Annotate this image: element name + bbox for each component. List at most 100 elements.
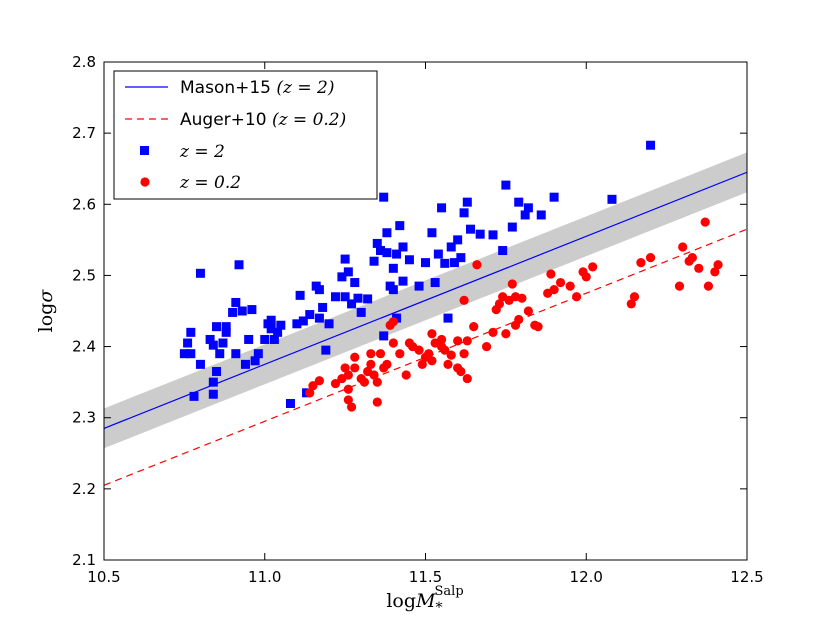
z02-point-73: [629, 292, 640, 302]
z2-point-58: [379, 192, 389, 202]
y-axis-label-symbol: σ: [35, 289, 57, 303]
y-tick-label-0: 2.1: [72, 551, 96, 569]
z2-point-89: [514, 197, 524, 207]
z2-point-87: [501, 180, 511, 190]
z02-point-67: [565, 281, 575, 291]
legend-z02-marker: [140, 177, 150, 187]
z2-point-52: [353, 293, 363, 303]
x-axis-label-symbol: M: [415, 590, 436, 612]
z2-point-64: [392, 249, 402, 259]
z02-point-79: [687, 253, 697, 263]
z02-point-76: [674, 281, 685, 291]
z02-point-66: [555, 277, 566, 288]
legend-mason15-label: Mason+15 (z = 2): [180, 78, 335, 98]
z2-point-0: [179, 349, 189, 359]
y-tick-label-4: 2.5: [72, 266, 96, 284]
x-axis-label: logM*Salp: [386, 584, 463, 616]
z2-point-25: [250, 356, 260, 366]
z2-point-37: [298, 316, 308, 326]
z02-point-71: [588, 262, 598, 272]
x-axis-label-sup: Salp: [435, 584, 464, 599]
z02-point-74: [636, 258, 646, 268]
z02-point-46: [469, 322, 479, 332]
z02-point-2: [314, 376, 325, 386]
z2-point-55: [369, 256, 379, 266]
z2-point-20: [234, 260, 244, 270]
z02-point-40: [453, 336, 463, 346]
z02-point-34: [427, 329, 437, 339]
z2-point-13: [215, 349, 225, 359]
z2-point-27: [260, 334, 270, 344]
z2-point-4: [189, 391, 199, 401]
z2-point-38: [305, 310, 315, 320]
z2-point-36: [295, 290, 305, 300]
z02-point-68: [572, 292, 582, 302]
z2-point-7: [205, 334, 215, 344]
z2-point-56: [372, 238, 382, 248]
z02-point-53: [501, 329, 511, 339]
y-tick-label-1: 2.2: [72, 480, 96, 498]
z2-point-57: [375, 246, 385, 256]
z2-point-80: [456, 253, 466, 263]
z2-point-53: [356, 307, 366, 317]
z2-point-93: [549, 192, 559, 202]
z2-point-63: [388, 263, 398, 273]
z02-point-75: [645, 253, 656, 263]
z02-point-44: [462, 373, 472, 384]
z2-point-78: [449, 258, 459, 268]
z2-point-91: [523, 203, 533, 213]
z02-point-30: [417, 359, 427, 369]
z2-point-65: [395, 221, 405, 231]
z02-point-26: [395, 349, 405, 359]
axis-ticks: 10.5 11.0 11.5 12.0 12.5 2.1 2.2 2.3 2.4 2.5 2.6 2.…: [72, 53, 764, 586]
z2-point-62: [388, 285, 398, 295]
z2-point-50: [347, 299, 357, 309]
z02-point-18: [372, 377, 382, 387]
z2-point-14: [218, 338, 228, 348]
z2-point-70: [421, 258, 430, 268]
z2-point-49: [343, 267, 353, 277]
legend-z2-marker: [140, 146, 149, 155]
z2-point-59: [382, 228, 392, 238]
y-tick-label-3: 2.4: [72, 338, 96, 356]
legend-auger10-text: Auger+10: [180, 110, 272, 130]
z2-point-19: [231, 349, 241, 359]
z2-point-68: [404, 255, 414, 265]
z02-point-11: [350, 363, 360, 373]
z2-point-69: [414, 281, 424, 291]
legend-mason15-math: (z = 2): [276, 78, 334, 98]
z2-point-85: [488, 230, 498, 240]
z02-point-82: [703, 281, 714, 291]
z02-point-47: [472, 260, 482, 270]
z02-point-13: [359, 377, 370, 387]
z02-point-85: [459, 295, 469, 305]
z2-point-15: [221, 322, 231, 332]
z02-point-60: [523, 306, 533, 316]
data-points: [179, 140, 723, 412]
z02-point-72: [626, 299, 636, 309]
x-tick-label-2: 11.5: [409, 568, 442, 586]
z2-point-90: [520, 210, 530, 220]
z02-point-24: [388, 317, 398, 327]
y-tick-label-6: 2.7: [72, 124, 96, 142]
z02-point-39: [446, 350, 456, 360]
z2-point-1: [183, 338, 193, 348]
z02-point-27: [401, 370, 411, 380]
z02-point-0: [305, 388, 315, 398]
z02-point-19: [372, 397, 382, 407]
z02-point-25: [388, 338, 398, 348]
legend-auger10-label: Auger+10 (z = 0.2): [180, 110, 346, 130]
z2-point-2: [186, 327, 196, 337]
z02-point-10: [350, 352, 360, 362]
z2-point-34: [285, 398, 295, 408]
z02-point-1: [308, 381, 318, 391]
z02-point-77: [678, 242, 688, 252]
z02-point-3: [330, 378, 341, 389]
z2-point-35: [292, 319, 302, 329]
z02-point-48: [481, 341, 492, 352]
z2-point-5: [195, 268, 205, 278]
z02-point-16: [366, 349, 376, 359]
x-tick-label-4: 12.5: [730, 568, 763, 586]
legend-z2-label: z = 2: [179, 142, 225, 162]
